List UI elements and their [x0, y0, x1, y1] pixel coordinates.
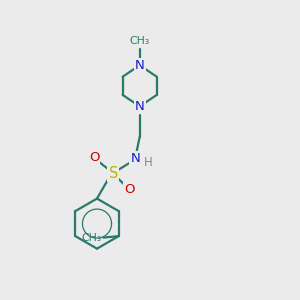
Text: CH₃: CH₃ — [130, 36, 150, 46]
Text: H: H — [143, 156, 152, 169]
Text: N: N — [135, 59, 145, 72]
Text: N: N — [130, 152, 140, 165]
Text: O: O — [89, 151, 99, 164]
Text: S: S — [109, 166, 118, 181]
Text: N: N — [135, 100, 145, 113]
Text: O: O — [124, 183, 135, 196]
Text: CH₃: CH₃ — [81, 232, 101, 243]
